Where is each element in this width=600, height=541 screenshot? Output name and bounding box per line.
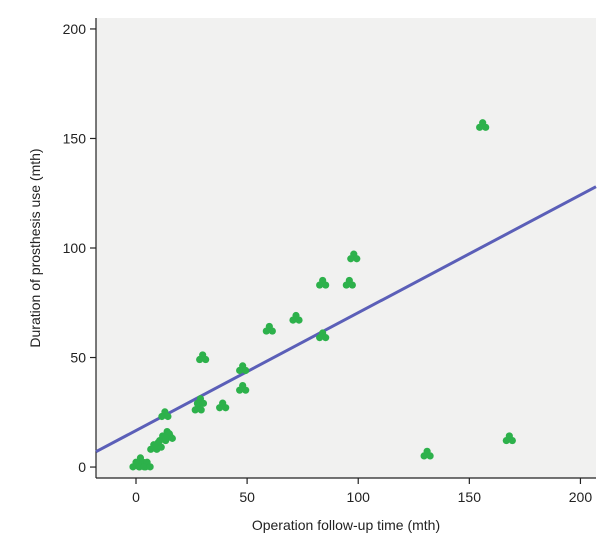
- y-axis-ticks: 0 50 100 150 200: [63, 21, 96, 475]
- data-points: [129, 119, 516, 471]
- data-point: [502, 432, 516, 445]
- y-tick-label-200: 200: [63, 21, 87, 37]
- x-tick-label-150: 150: [458, 489, 482, 505]
- data-point: [342, 276, 356, 289]
- data-point: [347, 250, 361, 263]
- data-point: [162, 430, 176, 442]
- y-tick-label-100: 100: [63, 240, 87, 256]
- data-point: [289, 311, 303, 324]
- plot-area: [96, 18, 596, 478]
- y-tick-label-0: 0: [78, 459, 86, 475]
- data-point: [193, 395, 208, 407]
- data-point: [420, 447, 434, 460]
- x-tick-label-50: 50: [239, 489, 255, 505]
- data-point: [236, 381, 250, 394]
- data-point: [316, 329, 330, 342]
- x-axis-title: Operation follow-up time (mth): [252, 517, 440, 533]
- x-tick-label-100: 100: [347, 489, 371, 505]
- data-point: [196, 351, 210, 364]
- y-tick-label-150: 150: [63, 130, 87, 146]
- x-tick-label-0: 0: [132, 489, 140, 505]
- data-point: [158, 408, 172, 421]
- x-axis-ticks: 0 50 100 150 200: [132, 478, 592, 505]
- y-tick-label-50: 50: [70, 350, 86, 366]
- data-point: [476, 119, 490, 131]
- x-tick-label-200: 200: [569, 489, 593, 505]
- y-axis-title: Duration of prosthesis use (mth): [27, 148, 43, 347]
- data-point: [216, 399, 230, 412]
- data-point: [140, 458, 154, 471]
- fit-line: [95, 185, 597, 454]
- fit-line-layer: [95, 185, 597, 454]
- data-point: [316, 276, 330, 289]
- data-point: [262, 322, 276, 335]
- data-point: [236, 362, 250, 375]
